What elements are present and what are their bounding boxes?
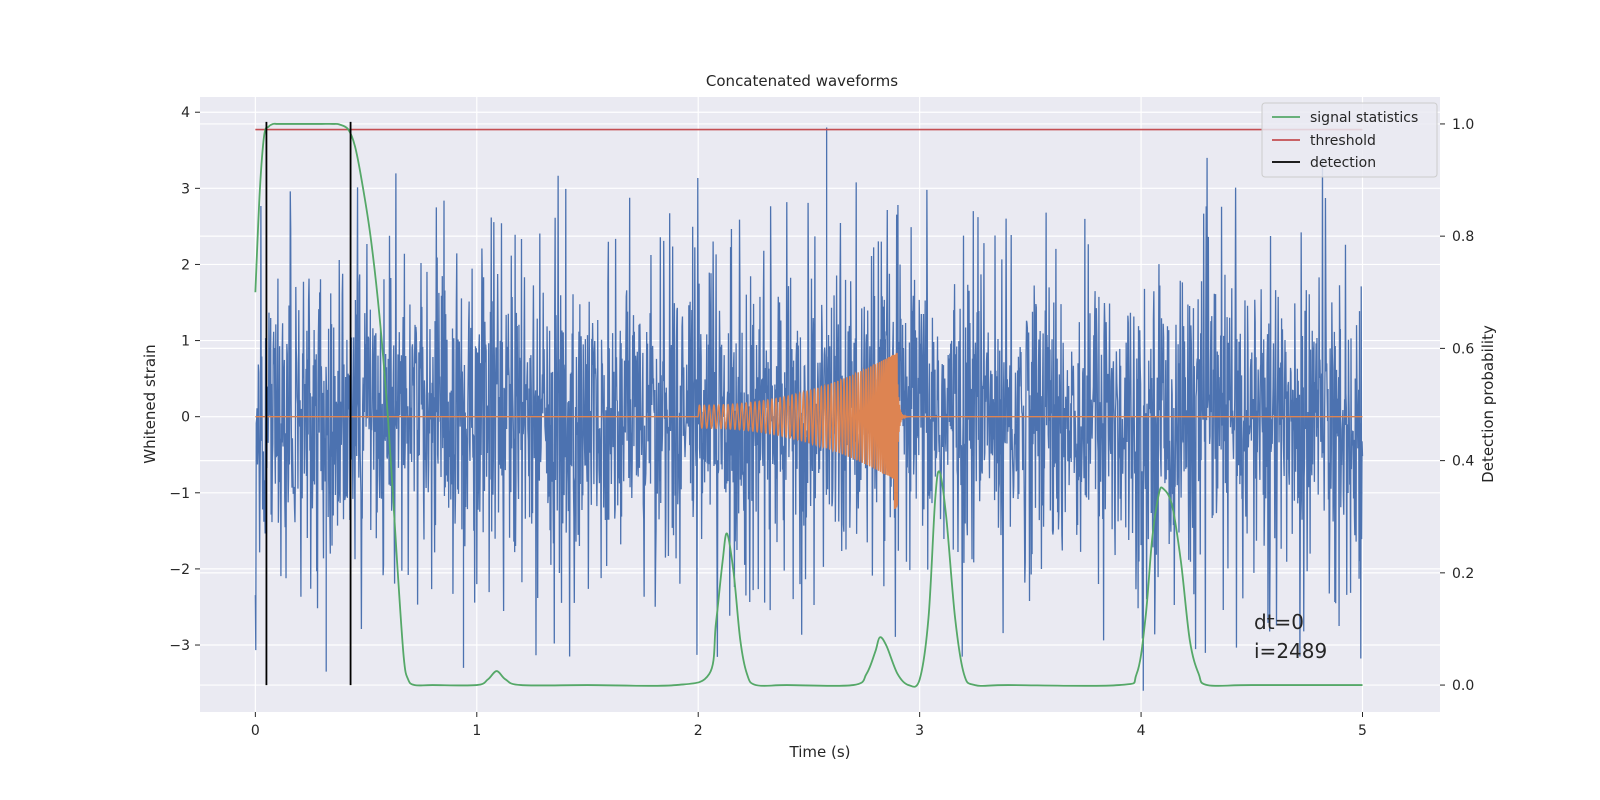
- grid: [200, 97, 1440, 712]
- legend-label-detection: detection: [1310, 155, 1376, 171]
- legend-box: [1261, 102, 1438, 178]
- x-tick-label: 0: [251, 723, 260, 739]
- signal-statistics-line: [254, 122, 1363, 688]
- annotation-dt: dt=0: [1254, 610, 1304, 634]
- axes: 0 1 2 3 4 5 −3 −2 −1 0 1 2 3 4 0.0 0.2 0.4 0.6 0.8 1.0: [169, 105, 1474, 739]
- annotation: dt=0 i=2489: [1254, 610, 1327, 663]
- y-tick-label: −1: [169, 486, 190, 502]
- y-tick-label: 1: [181, 334, 190, 350]
- legend-label-signal-statistics: signal statistics: [1310, 110, 1418, 126]
- y-axis-label: Whitened strain: [141, 344, 159, 463]
- y-right-tick-label: 0.4: [1452, 454, 1474, 470]
- y-axis-right-label: Detection probability: [1479, 325, 1497, 483]
- y-right-tick-label: 1.0: [1452, 117, 1474, 133]
- y-tick-label: −2: [169, 562, 190, 578]
- y-tick-label: 2: [181, 257, 190, 273]
- y-tick-label: −3: [169, 638, 190, 654]
- annotation-i: i=2489: [1254, 639, 1327, 663]
- x-tick-label: 1: [472, 723, 481, 739]
- x-tick-label: 2: [694, 723, 703, 739]
- x-tick-label: 5: [1358, 723, 1367, 739]
- series-layer: [254, 121, 1364, 691]
- legend: signal statistics threshold detection: [1261, 102, 1438, 178]
- waveform-line: [255, 352, 1363, 510]
- y-tick-label: 3: [181, 181, 190, 197]
- y-right-tick-label: 0.0: [1452, 678, 1474, 694]
- y-tick-label: 0: [181, 410, 190, 426]
- x-axis-label: Time (s): [789, 743, 851, 761]
- y-right-tick-label: 0.2: [1452, 566, 1474, 582]
- y-right-tick-label: 0.8: [1452, 229, 1474, 245]
- legend-label-threshold: threshold: [1310, 133, 1376, 149]
- chart-title: Concatenated waveforms: [706, 72, 898, 90]
- y-tick-label: 4: [181, 105, 190, 121]
- y-right-tick-label: 0.6: [1452, 341, 1474, 357]
- strain-line: [254, 127, 1364, 691]
- x-tick-label: 4: [1137, 723, 1146, 739]
- x-tick-label: 3: [915, 723, 924, 739]
